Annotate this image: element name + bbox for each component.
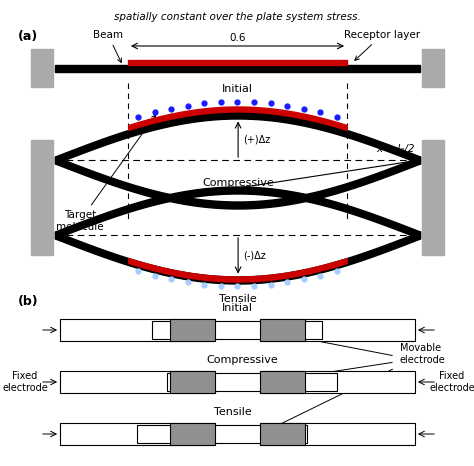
Text: 0.6: 0.6 [229, 33, 246, 43]
Bar [170, 423, 215, 445]
Bar [55, 64, 420, 71]
Bar [137, 425, 308, 443]
Bar [60, 423, 215, 445]
Bar [60, 371, 215, 393]
Bar [60, 319, 215, 341]
Bar [422, 140, 444, 255]
Bar [153, 321, 322, 339]
Bar [170, 371, 215, 393]
Bar [260, 371, 305, 393]
Bar [170, 371, 215, 393]
Text: Receptor layer: Receptor layer [344, 30, 420, 61]
Bar [260, 423, 305, 445]
Text: Tensile: Tensile [219, 294, 256, 304]
Bar [128, 60, 347, 64]
Bar [260, 319, 305, 341]
Bar [260, 371, 415, 393]
Bar [167, 373, 337, 391]
Text: Tensile: Tensile [214, 407, 252, 417]
Bar [170, 319, 215, 341]
Text: Beam: Beam [93, 30, 123, 62]
Bar [260, 319, 415, 341]
Bar [260, 319, 305, 341]
Bar [422, 49, 444, 87]
Text: Fixed
electrode: Fixed electrode [429, 371, 474, 393]
Text: (-)Δz: (-)Δz [243, 251, 266, 261]
Bar [31, 49, 53, 87]
Bar [170, 319, 215, 341]
Text: (b): (b) [18, 295, 38, 308]
Text: Fixed
electrode: Fixed electrode [2, 371, 48, 393]
Text: (+)Δz: (+)Δz [243, 134, 270, 144]
Bar [170, 423, 215, 445]
Text: Initial: Initial [222, 84, 253, 94]
Bar [31, 140, 53, 255]
Text: x = l₀/2: x = l₀/2 [376, 144, 415, 154]
Bar [260, 371, 305, 393]
Bar [260, 423, 305, 445]
Text: Initial: Initial [222, 303, 253, 313]
Text: Target
molecule: Target molecule [56, 115, 156, 232]
Text: Compressive: Compressive [202, 178, 274, 188]
Text: Movable
electrode: Movable electrode [400, 343, 446, 365]
Text: (a): (a) [18, 30, 38, 43]
Text: spatially constant over the plate system stress.: spatially constant over the plate system… [114, 12, 360, 22]
Text: Compressive: Compressive [206, 355, 278, 365]
Bar [260, 423, 415, 445]
